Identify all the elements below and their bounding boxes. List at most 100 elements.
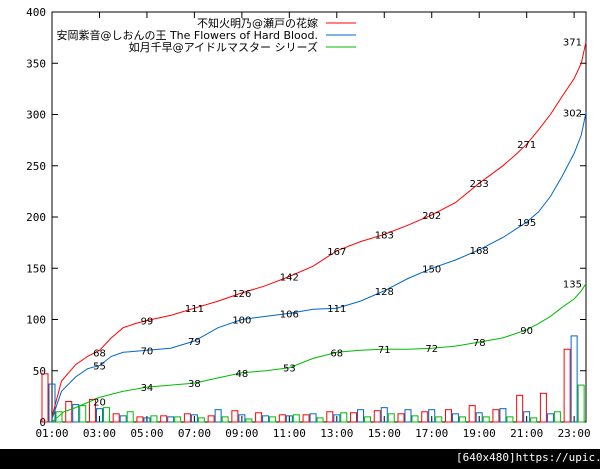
bar-blue (546, 413, 554, 423)
data-label: 142 (280, 272, 299, 283)
bar-red (160, 415, 168, 423)
bar-blue (214, 409, 222, 423)
bar-green (269, 416, 277, 423)
legend-label: 如月千早@アイドルマスター シリーズ (129, 40, 318, 54)
y-tick-label: 100 (26, 314, 46, 327)
plot-background (0, 0, 600, 449)
data-label: 53 (283, 364, 296, 375)
bar-green (435, 416, 443, 423)
data-label: 38 (188, 379, 201, 390)
bar-blue (499, 408, 507, 423)
data-label: 202 (422, 211, 441, 222)
bar-blue (238, 414, 246, 423)
bar-green (126, 411, 134, 423)
data-label: 302 (563, 108, 582, 119)
x-tick-label: 05:00 (130, 427, 163, 440)
bar-red (397, 413, 405, 423)
data-label: 150 (422, 264, 441, 275)
bar-blue (285, 415, 293, 423)
data-label: 371 (563, 38, 582, 49)
bar-blue (262, 415, 270, 423)
x-tick-label: 11:00 (273, 427, 306, 440)
data-label: 183 (375, 230, 394, 241)
bar-red (112, 413, 120, 423)
bar-red (492, 409, 500, 423)
x-tick-label: 19:00 (463, 427, 496, 440)
data-label: 106 (280, 309, 299, 320)
bar-red (468, 405, 476, 423)
data-label: 168 (470, 246, 489, 257)
data-label: 195 (517, 218, 536, 229)
data-label: 55 (93, 362, 106, 373)
bar-green (174, 416, 182, 423)
data-label: 70 (141, 346, 154, 357)
bar-green (530, 417, 538, 423)
bar-green (221, 416, 229, 423)
data-label: 126 (232, 289, 251, 300)
bar-red (41, 373, 49, 423)
bar-blue (190, 414, 198, 423)
bar-blue (475, 412, 483, 423)
data-label: 167 (327, 247, 346, 258)
bar-blue (119, 415, 127, 423)
bar-green (364, 416, 372, 423)
bar-red (278, 414, 286, 423)
bar-red (373, 410, 381, 423)
bar-blue (72, 404, 80, 423)
bar-blue (451, 413, 459, 423)
bar-green (553, 411, 561, 423)
y-tick-label: 150 (26, 262, 46, 275)
y-tick-label: 50 (33, 365, 46, 378)
y-tick-label: 350 (26, 57, 46, 70)
bar-red (231, 410, 239, 423)
bar-blue (143, 417, 151, 423)
bar-green (292, 414, 300, 423)
bar-red (516, 394, 524, 423)
bar-blue (404, 409, 412, 423)
image-host-watermark: [640x480]https://upic.me/ (456, 451, 600, 464)
legend-label: 不知火明乃@瀬戸の花嫁 (197, 16, 318, 30)
x-tick-label: 23:00 (558, 427, 591, 440)
bar-red (563, 348, 571, 423)
data-label: 135 (563, 280, 582, 291)
bar-blue (95, 408, 103, 423)
x-tick-label: 13:00 (320, 427, 353, 440)
y-tick-label: 250 (26, 160, 46, 173)
data-label: 111 (185, 304, 204, 315)
series-line-2 (51, 112, 587, 420)
bar-green (150, 415, 158, 423)
bar-blue (167, 416, 175, 423)
bar-red (444, 409, 452, 423)
bar-green (387, 413, 395, 423)
bar-blue (309, 413, 317, 423)
bar-blue (570, 335, 578, 423)
bar-green (102, 407, 110, 423)
data-label: 68 (93, 348, 106, 359)
series-line-3 (51, 283, 587, 423)
bar-green (197, 417, 205, 423)
y-tick-label: 300 (26, 109, 46, 122)
bar-green (411, 415, 419, 423)
bar-blue (428, 409, 436, 423)
bar-green (340, 412, 348, 423)
data-label: 68 (330, 348, 343, 359)
data-label: 20 (93, 398, 106, 409)
bar-green (316, 417, 324, 423)
data-label: 271 (517, 140, 536, 151)
y-tick-label: 200 (26, 211, 46, 224)
bar-red (65, 401, 73, 423)
data-label: 72 (425, 344, 438, 355)
data-label: 48 (235, 369, 248, 380)
x-tick-label: 17:00 (415, 427, 448, 440)
x-tick-label: 09:00 (225, 427, 258, 440)
bar-blue (380, 407, 388, 423)
bar-green (482, 416, 490, 423)
x-tick-label: 01:00 (35, 427, 68, 440)
bar-red (88, 398, 96, 423)
bar-blue (523, 411, 531, 423)
y-tick-label: 400 (26, 6, 46, 19)
data-label: 34 (141, 383, 154, 394)
bar-red (302, 414, 310, 423)
data-label: 233 (470, 179, 489, 190)
